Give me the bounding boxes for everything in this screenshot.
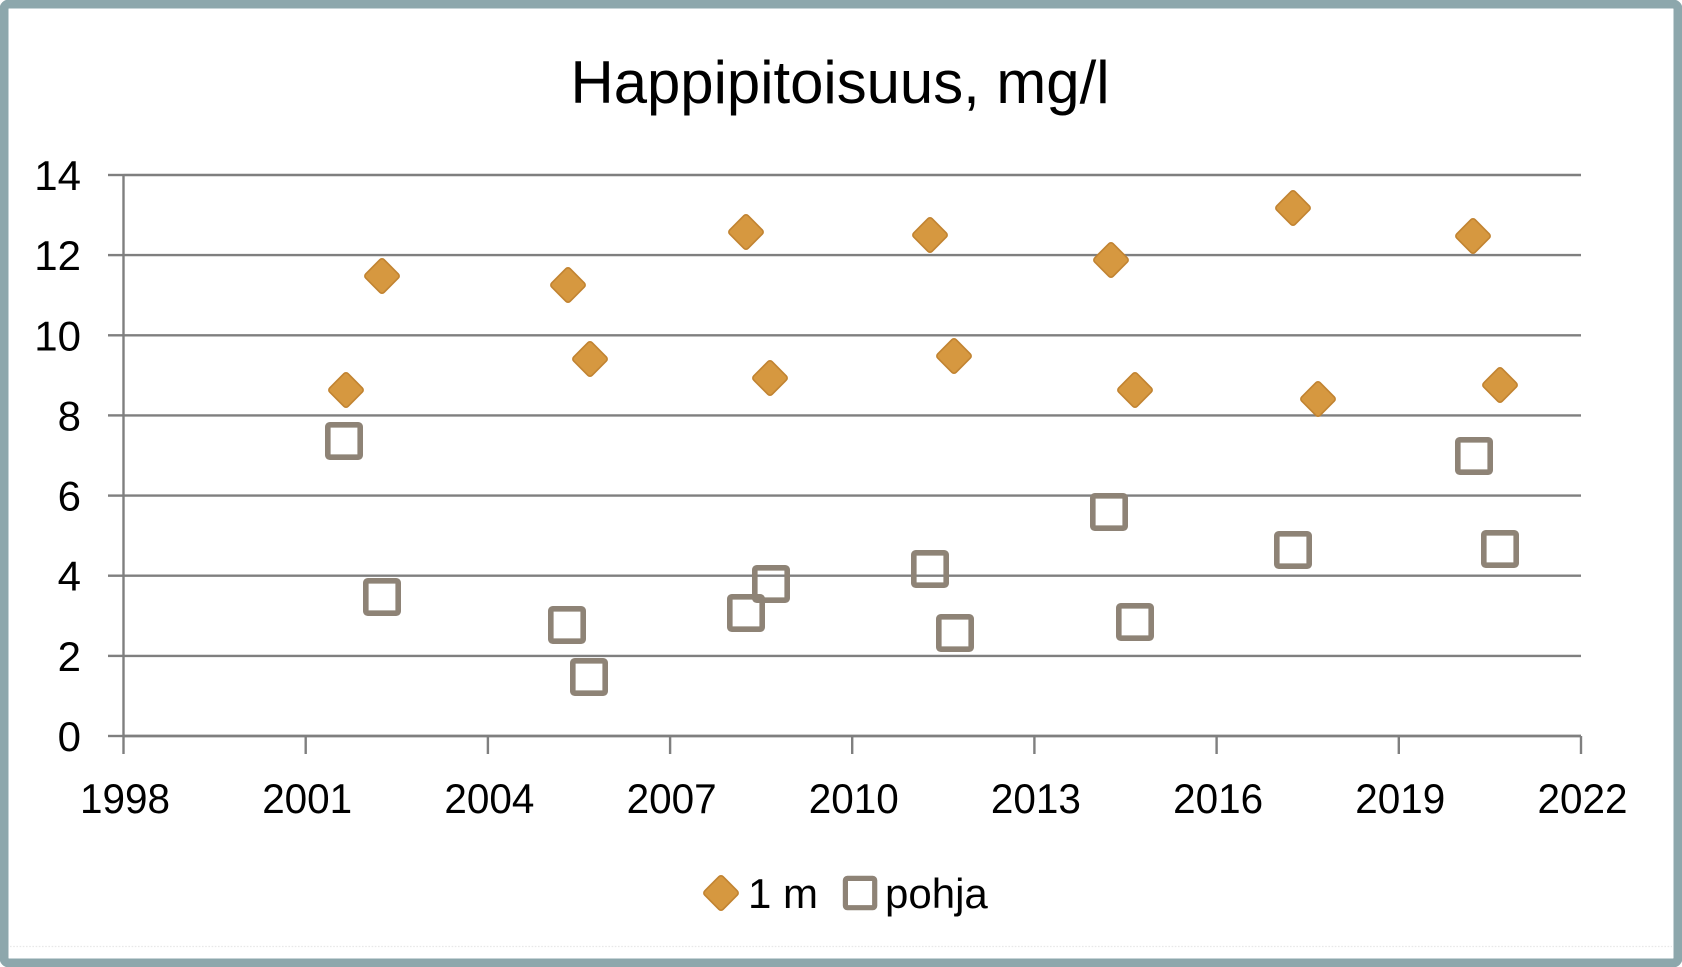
svg-text:1998: 1998 [80, 775, 170, 822]
svg-text:pohja: pohja [885, 870, 988, 917]
svg-text:2019: 2019 [1355, 775, 1445, 822]
svg-text:2022: 2022 [1538, 775, 1628, 822]
svg-text:2013: 2013 [991, 775, 1081, 822]
svg-text:0: 0 [58, 713, 81, 760]
svg-text:6: 6 [58, 473, 81, 520]
svg-text:10: 10 [34, 312, 81, 359]
svg-text:Happipitoisuus, mg/l: Happipitoisuus, mg/l [571, 49, 1110, 116]
svg-text:4: 4 [58, 553, 81, 600]
svg-text:1 m: 1 m [748, 870, 818, 917]
svg-text:2007: 2007 [627, 775, 717, 822]
svg-text:2: 2 [58, 633, 81, 680]
svg-text:2016: 2016 [1173, 775, 1263, 822]
svg-text:2001: 2001 [262, 775, 352, 822]
svg-text:2004: 2004 [444, 775, 534, 822]
svg-text:12: 12 [34, 232, 81, 279]
svg-text:8: 8 [58, 392, 81, 439]
svg-text:2010: 2010 [809, 775, 899, 822]
svg-text:14: 14 [34, 152, 81, 199]
